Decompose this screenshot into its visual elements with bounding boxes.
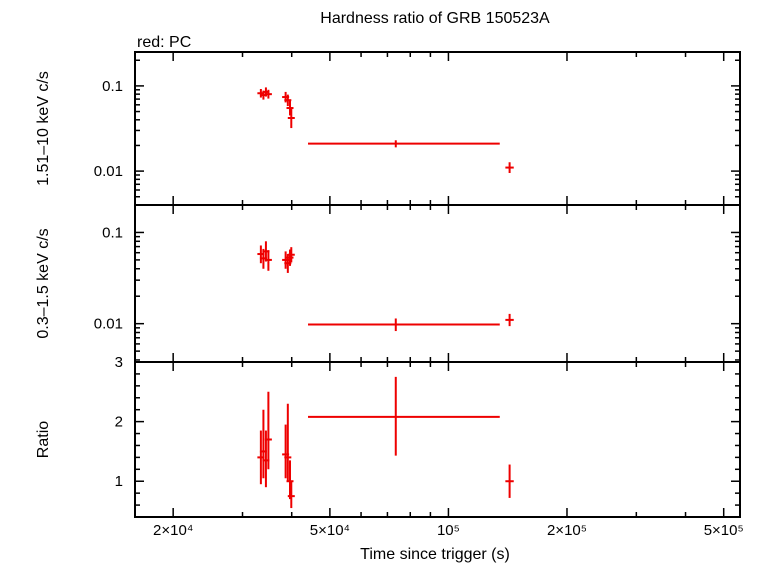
y-tick-label: 0.1 (102, 224, 123, 241)
y-tick-label: 0.1 (102, 78, 123, 95)
chart-title: Hardness ratio of GRB 150523A (320, 10, 550, 27)
data-point (286, 249, 294, 266)
panel-soft-band: 0.01 0.1 0.3–1.5 keV c/s (35, 204, 741, 363)
panel-frame (134, 204, 741, 363)
y-tick-label: 2 (115, 414, 123, 431)
panel-frame (134, 51, 741, 206)
x-tick-label: 2×10⁴ (153, 522, 193, 539)
data-point (287, 481, 295, 509)
y-axis-label: Ratio (35, 421, 52, 458)
data-point (308, 318, 500, 332)
y-tick-labels: 0.01 0.1 (94, 78, 123, 180)
data-point (287, 247, 295, 263)
panel-ratio: 1 2 3 Ratio (35, 354, 741, 518)
data-point (286, 100, 294, 116)
data-points (257, 376, 514, 509)
x-axis-label: Time since trigger (s) (360, 546, 510, 563)
data-point (286, 460, 294, 500)
data-point (284, 94, 292, 107)
data-point (505, 162, 514, 173)
y-tick-label: 3 (115, 354, 123, 371)
data-point (308, 140, 500, 148)
data-point (264, 89, 272, 99)
y-tick-label: 0.01 (94, 163, 123, 180)
y-tick-label: 1 (115, 473, 123, 490)
data-point (287, 108, 295, 129)
axis-ticks (135, 361, 740, 518)
panel-frame (134, 361, 741, 518)
y-tick-labels: 0.01 0.1 (94, 224, 123, 332)
axis-ticks (135, 204, 740, 362)
data-point (284, 403, 292, 482)
x-tick-label: 5×10⁵ (704, 522, 744, 539)
x-tick-label: 2×10⁵ (547, 522, 587, 539)
x-tick-label: 10⁵ (437, 522, 460, 539)
chart-subtitle: red: PC (137, 34, 191, 51)
y-tick-labels: 1 2 3 (115, 354, 123, 490)
data-point (308, 376, 500, 456)
data-point (505, 313, 514, 327)
data-point (505, 464, 514, 498)
axis-ticks (135, 52, 740, 206)
panel-hard-band: 0.01 0.1 1.51–10 keV c/s (35, 51, 741, 206)
data-point (264, 391, 272, 470)
y-tick-label: 0.01 (94, 316, 123, 333)
data-points (257, 241, 514, 332)
y-axis-label: 0.3–1.5 keV c/s (35, 228, 52, 338)
data-point (264, 250, 272, 271)
y-axis-label: 1.51–10 keV c/s (35, 71, 52, 186)
x-tick-label: 5×10⁴ (310, 522, 350, 539)
data-points (257, 87, 514, 173)
x-tick-labels: 2×10⁴ 5×10⁴ 10⁵ 2×10⁵ 5×10⁵ (153, 522, 744, 539)
